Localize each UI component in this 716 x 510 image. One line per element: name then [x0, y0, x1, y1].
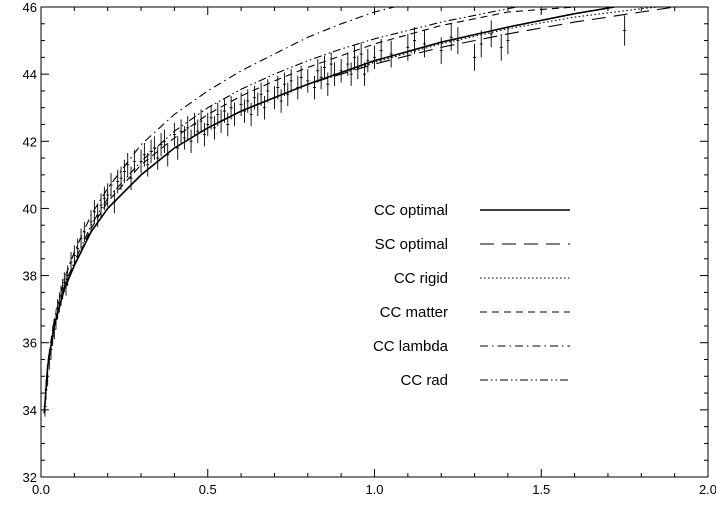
- data-point: [186, 116, 190, 140]
- data-point: [212, 116, 216, 140]
- series-line-cc-rigid: [43, 7, 659, 414]
- series-line-sc-optimal: [43, 7, 675, 414]
- data-point: [226, 112, 230, 137]
- legend-label: CC optimal: [374, 202, 448, 219]
- tick-labels: 0.0 0.5 1.0 1.5 2.0 32 34 36 38 40 42 44 46: [23, 0, 716, 497]
- legend-label: CC matter: [380, 304, 448, 321]
- y-tick-label: 44: [23, 67, 37, 82]
- x-tick-label: 1.0: [365, 482, 383, 497]
- data-point: [289, 69, 293, 93]
- data-point: [242, 99, 246, 123]
- data-point: [329, 52, 333, 76]
- data-point: [373, 45, 376, 70]
- data-point: [182, 126, 186, 150]
- data-point: [346, 52, 350, 76]
- x-tick-label: 0.0: [32, 482, 50, 497]
- x-tick-label: 0.5: [199, 482, 217, 497]
- x-tick-label: 1.5: [532, 482, 550, 497]
- y-tick-label: 34: [23, 403, 37, 418]
- data-point: [286, 82, 290, 107]
- series-lines: [43, 7, 675, 414]
- data-point: [126, 153, 130, 177]
- data-point: [352, 45, 356, 70]
- data-point: [146, 153, 150, 177]
- data-point: [179, 119, 183, 143]
- data-point: [339, 59, 343, 83]
- data-point: [109, 173, 113, 197]
- data-point: [322, 55, 326, 80]
- data-point: [623, 15, 627, 46]
- data-point: [366, 48, 370, 73]
- data-point: [196, 119, 200, 143]
- data-point: [489, 20, 493, 48]
- data-point: [499, 33, 503, 61]
- data-point: [202, 122, 206, 147]
- data-point: [362, 62, 366, 86]
- data-point: [259, 82, 263, 107]
- data-point: [279, 89, 283, 113]
- data-point: [106, 183, 110, 207]
- y-tick-label: 32: [23, 470, 37, 485]
- y-tick-label: 42: [23, 134, 37, 149]
- series-line-cc-lambda: [43, 7, 397, 414]
- series-line-cc-matter: [43, 7, 581, 414]
- data-point: [359, 42, 363, 66]
- data-point: [473, 43, 477, 71]
- legend: CC optimal SC optimal CC rigid CC matter CC …: [373, 202, 570, 389]
- x-tick-label: 2.0: [699, 482, 716, 497]
- series-line-cc-rad: [43, 7, 520, 414]
- data-point: [239, 92, 243, 117]
- data-point: [389, 40, 393, 68]
- data-point: [282, 72, 286, 96]
- data-point: [506, 27, 510, 54]
- data-point: [189, 129, 193, 154]
- data-point: [199, 109, 203, 133]
- legend-label: CC lambda: [373, 338, 449, 355]
- legend-label: SC optimal: [375, 236, 448, 253]
- data-point: [406, 33, 410, 61]
- y-tick-label: 36: [23, 336, 37, 351]
- data-point: [262, 95, 266, 120]
- data-point: [119, 166, 123, 190]
- data-point: [89, 210, 93, 234]
- y-tick-label: 46: [23, 0, 37, 15]
- data-point: [449, 23, 453, 51]
- legend-label: CC rigid: [394, 270, 448, 287]
- data-point: [116, 169, 120, 194]
- data-point: [172, 122, 176, 147]
- data-point: [312, 75, 316, 100]
- data-point: [176, 136, 180, 160]
- legend-label: CC rad: [400, 372, 448, 389]
- data-point: [316, 59, 320, 83]
- data-point: [156, 146, 160, 170]
- data-point: [319, 65, 323, 90]
- data-point: [206, 112, 210, 137]
- data-point: [306, 69, 310, 93]
- data-point: [423, 30, 427, 58]
- data-point: [266, 79, 270, 103]
- y-tick-label: 38: [23, 269, 37, 284]
- y-tick-label: 40: [23, 201, 37, 216]
- data-point: [349, 62, 353, 86]
- axes: [40, 6, 709, 478]
